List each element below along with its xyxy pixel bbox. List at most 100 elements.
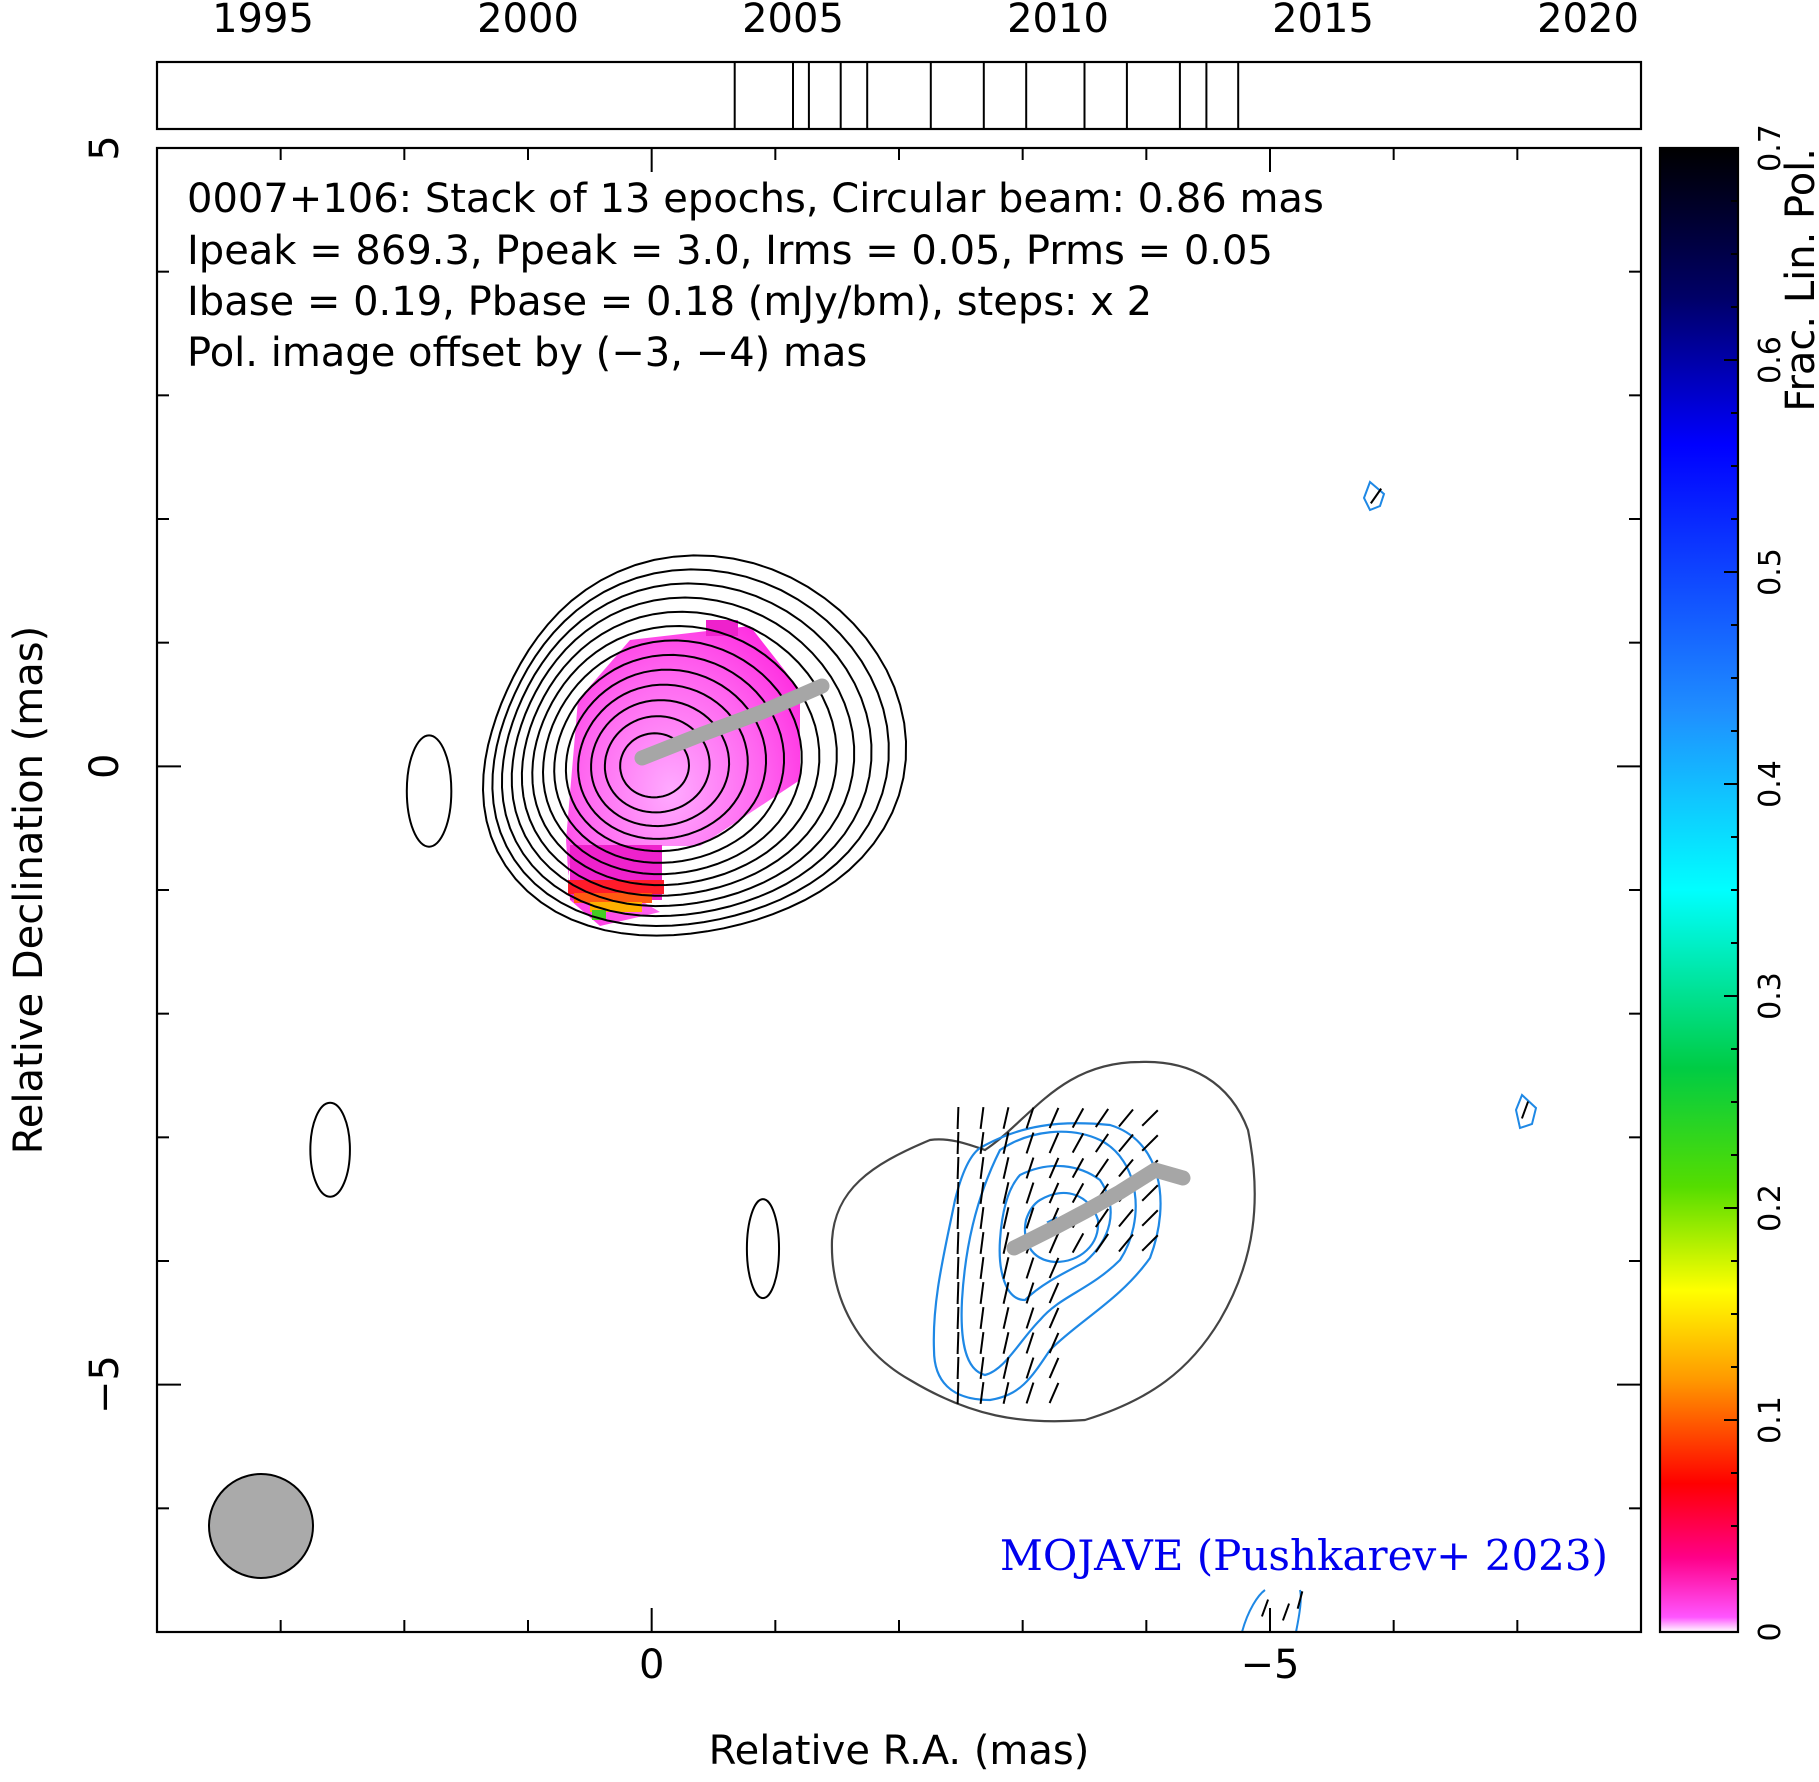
timeline-year-label: 2015 bbox=[1272, 0, 1374, 42]
evpa-tick bbox=[1025, 1382, 1035, 1404]
pol-contour bbox=[1024, 1191, 1100, 1264]
evpa-tick bbox=[1094, 1108, 1110, 1128]
colorbar-tick-label: 0.5 bbox=[1753, 548, 1788, 596]
colorbar-tick-label: 0.6 bbox=[1753, 336, 1788, 384]
evpa-tick bbox=[1048, 1157, 1060, 1179]
evpa-tick bbox=[979, 1231, 985, 1255]
isolated-contour bbox=[309, 1101, 351, 1198]
colorbar-label: Frac. Lin. Pol. bbox=[1778, 148, 1819, 412]
pol-contour bbox=[932, 1122, 1162, 1402]
evpa-tick bbox=[1141, 1109, 1159, 1127]
jet-ridge-line-offset bbox=[1006, 1161, 1191, 1256]
evpa-tick bbox=[1094, 1233, 1110, 1253]
x-tick-label: 0 bbox=[639, 1642, 664, 1688]
evpa-tick bbox=[1520, 1101, 1530, 1119]
intensity-contour bbox=[491, 568, 890, 928]
evpa-tick bbox=[1025, 1282, 1035, 1304]
evpa-tick bbox=[956, 1206, 960, 1230]
evpa-tick bbox=[956, 1131, 960, 1155]
evpa-vectors bbox=[956, 488, 1530, 1621]
colorbar-tick-label: 0.3 bbox=[1753, 972, 1788, 1020]
map-content bbox=[208, 480, 1538, 1632]
pol-isolated-contour bbox=[1362, 480, 1386, 512]
evpa-tick bbox=[1025, 1207, 1035, 1229]
evpa-tick bbox=[956, 1381, 960, 1405]
evpa-tick bbox=[1094, 1158, 1110, 1178]
evpa-tick bbox=[1141, 1184, 1159, 1202]
evpa-tick bbox=[1048, 1282, 1060, 1304]
pol-offset-note: Pol. image offset by (−3, −4) mas bbox=[187, 330, 867, 376]
x-axis-label: Relative R.A. (mas) bbox=[709, 1728, 1090, 1774]
isolated-contour bbox=[745, 1198, 781, 1300]
intensity-contour bbox=[564, 668, 768, 853]
intensity-contour bbox=[531, 624, 821, 887]
evpa-tick bbox=[1094, 1133, 1110, 1153]
evpa-tick bbox=[1002, 1257, 1010, 1279]
polarization-contours bbox=[830, 480, 1538, 1632]
y-axis-label: Relative Declination (mas) bbox=[6, 626, 52, 1154]
colorbar-tick-label: 0.7 bbox=[1753, 124, 1788, 172]
evpa-tick bbox=[956, 1331, 960, 1355]
evpa-tick bbox=[956, 1281, 960, 1305]
evpa-tick bbox=[1025, 1257, 1035, 1279]
evpa-tick bbox=[979, 1206, 985, 1230]
isolated-contour bbox=[405, 734, 453, 848]
intensity-contour bbox=[590, 699, 731, 828]
evpa-tick bbox=[956, 1106, 960, 1130]
colorbar-labels: 0 0.1 0.2 0.3 0.4 0.5 0.6 0.7 bbox=[1753, 124, 1788, 1641]
evpa-tick bbox=[979, 1331, 985, 1355]
evpa-tick bbox=[1370, 488, 1382, 504]
evpa-tick bbox=[1025, 1182, 1035, 1204]
main-panel: 0 −5 5 0 −5 0007+106: Stack of 13 epochs, Ci… bbox=[6, 135, 1643, 1774]
evpa-tick bbox=[979, 1306, 985, 1330]
timeline-labels: 1995 2000 2005 2010 2015 2020 bbox=[212, 0, 1639, 42]
evpa-tick bbox=[1141, 1209, 1159, 1227]
evpa-tick bbox=[1141, 1134, 1159, 1152]
colorbar-tick-label: 0.2 bbox=[1753, 1184, 1788, 1232]
evpa-tick bbox=[1048, 1107, 1060, 1129]
evpa-tick bbox=[1141, 1234, 1159, 1252]
intensity-contour bbox=[577, 683, 749, 840]
evpa-tick bbox=[956, 1156, 960, 1180]
evpa-tick bbox=[1071, 1132, 1085, 1154]
beam-ellipse bbox=[208, 1473, 314, 1579]
evpa-tick bbox=[956, 1256, 960, 1280]
pol-contour bbox=[960, 1130, 1137, 1377]
evpa-tick bbox=[979, 1156, 985, 1180]
evpa-tick bbox=[979, 1131, 985, 1155]
evpa-tick bbox=[1025, 1107, 1035, 1129]
main-tick-labels: 0 −5 5 0 −5 bbox=[82, 135, 1299, 1688]
evpa-tick bbox=[1071, 1182, 1085, 1204]
evpa-tick bbox=[1071, 1232, 1085, 1254]
intensity-contour bbox=[603, 715, 711, 814]
evpa-tick bbox=[1071, 1157, 1085, 1179]
timeline-year-label: 2000 bbox=[477, 0, 579, 42]
evpa-tick bbox=[1025, 1332, 1035, 1354]
evpa-tick bbox=[979, 1106, 985, 1130]
evpa-tick bbox=[1002, 1282, 1010, 1304]
pol-edge-contour bbox=[1241, 1589, 1266, 1632]
evpa-tick bbox=[979, 1356, 985, 1380]
evpa-tick bbox=[1296, 1591, 1304, 1609]
colorbar-gradient bbox=[1660, 148, 1738, 1632]
evpa-tick bbox=[1002, 1232, 1010, 1254]
intensity-contour bbox=[619, 732, 691, 799]
evpa-tick bbox=[1118, 1208, 1134, 1228]
evpa-tick bbox=[1002, 1132, 1010, 1154]
evpa-tick bbox=[1071, 1107, 1085, 1129]
evpa-tick bbox=[979, 1381, 985, 1405]
intensity-contour bbox=[500, 582, 873, 918]
colorbar-tick-label: 0.1 bbox=[1753, 1396, 1788, 1444]
evpa-tick bbox=[1002, 1107, 1010, 1129]
colorbar-tick-label: 0.4 bbox=[1753, 760, 1788, 808]
evpa-tick bbox=[956, 1356, 960, 1380]
evpa-tick bbox=[1025, 1132, 1035, 1154]
colorbar-ticks bbox=[1724, 147, 1738, 1633]
timeline-frame bbox=[155, 60, 1643, 131]
colorbar-tick-label: 0 bbox=[1753, 1622, 1788, 1641]
timeline-year-label: 2005 bbox=[742, 0, 844, 42]
evpa-tick bbox=[1118, 1133, 1134, 1153]
evpa-tick bbox=[1002, 1332, 1010, 1354]
x-tick-label: −5 bbox=[1241, 1642, 1300, 1688]
